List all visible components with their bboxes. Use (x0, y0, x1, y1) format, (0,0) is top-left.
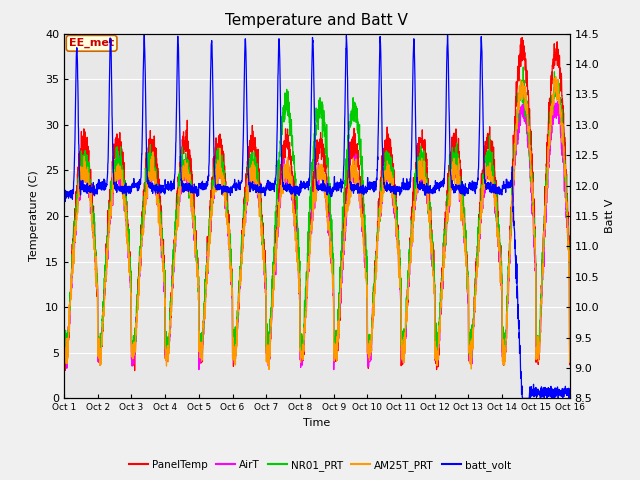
AirT (60, 353, 68, 359)
AirT (566, 348, 573, 354)
Line: NR01_PRT: NR01_PRT (64, 67, 570, 361)
PanelTemp (556, 76, 564, 82)
PanelTemp (60, 358, 68, 364)
AirT (148, 173, 156, 179)
AM25T_PRT (254, 186, 262, 192)
PanelTemp (131, 368, 138, 373)
NR01_PRT (276, 146, 284, 152)
NR01_PRT (556, 105, 564, 110)
Y-axis label: Batt V: Batt V (605, 199, 615, 233)
PanelTemp (254, 146, 262, 152)
AM25T_PRT (552, 74, 559, 80)
Text: EE_met: EE_met (69, 38, 114, 48)
PanelTemp (118, 146, 125, 152)
Line: batt_volt: batt_volt (64, 34, 570, 398)
batt_volt (140, 31, 148, 36)
AM25T_PRT (118, 183, 125, 189)
PanelTemp (148, 145, 156, 151)
Legend: PanelTemp, AirT, NR01_PRT, AM25T_PRT, batt_volt: PanelTemp, AirT, NR01_PRT, AM25T_PRT, ba… (125, 456, 515, 475)
Y-axis label: Temperature (C): Temperature (C) (29, 170, 40, 262)
batt_volt (148, 182, 156, 188)
AirT (118, 180, 125, 185)
AirT (195, 367, 203, 372)
Line: AirT: AirT (64, 97, 570, 370)
batt_volt (519, 396, 527, 401)
AM25T_PRT (566, 360, 573, 365)
AirT (556, 108, 564, 114)
X-axis label: Time: Time (303, 418, 330, 428)
batt_volt (556, 390, 564, 396)
NR01_PRT (254, 183, 262, 189)
AirT (520, 94, 527, 100)
Line: PanelTemp: PanelTemp (64, 37, 570, 371)
batt_volt (502, 182, 509, 188)
AM25T_PRT (148, 154, 156, 159)
NR01_PRT (60, 358, 68, 364)
NR01_PRT (502, 334, 509, 340)
Line: AM25T_PRT: AM25T_PRT (64, 77, 570, 370)
AM25T_PRT (60, 343, 68, 348)
PanelTemp (502, 341, 509, 347)
AM25T_PRT (265, 367, 273, 372)
AM25T_PRT (502, 355, 509, 361)
Title: Temperature and Batt V: Temperature and Batt V (225, 13, 408, 28)
AirT (254, 193, 262, 199)
PanelTemp (276, 179, 284, 184)
NR01_PRT (60, 339, 68, 345)
NR01_PRT (118, 175, 125, 181)
NR01_PRT (566, 342, 573, 348)
AirT (502, 352, 509, 358)
batt_volt (254, 186, 262, 192)
batt_volt (118, 184, 125, 190)
AM25T_PRT (556, 103, 564, 109)
PanelTemp (566, 362, 573, 368)
PanelTemp (518, 35, 526, 40)
batt_volt (60, 189, 68, 195)
NR01_PRT (520, 64, 527, 70)
batt_volt (566, 393, 573, 399)
NR01_PRT (148, 157, 156, 163)
batt_volt (276, 66, 284, 72)
AirT (276, 204, 284, 210)
AM25T_PRT (276, 201, 284, 206)
